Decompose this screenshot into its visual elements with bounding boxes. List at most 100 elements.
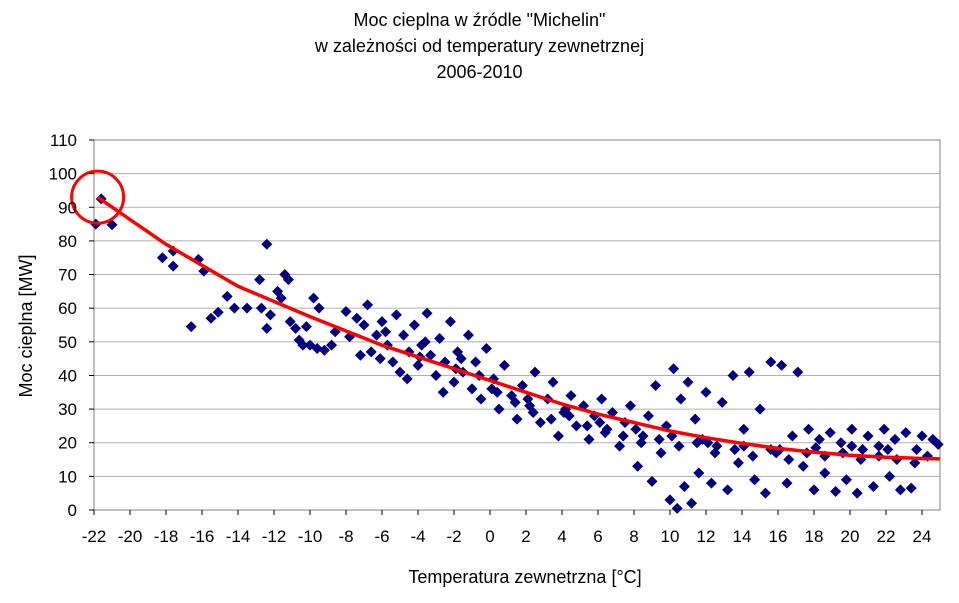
chart-subtitle-years: 2006-2010 <box>436 62 523 82</box>
data-point <box>398 329 410 341</box>
data-point <box>390 309 402 321</box>
data-point <box>786 430 798 442</box>
data-point <box>475 393 487 405</box>
data-point <box>671 502 683 514</box>
data-point <box>594 417 606 429</box>
y-tick-label: 60 <box>58 299 77 318</box>
y-tick-label: 30 <box>58 400 77 419</box>
chart-title-line-2: w zależności od temperatury zewnetrznej <box>314 36 645 56</box>
data-point <box>522 393 534 405</box>
plot-area-border <box>93 139 941 511</box>
data-point <box>911 443 923 455</box>
data-point <box>614 440 626 452</box>
data-point <box>275 292 287 304</box>
data-point <box>421 307 433 319</box>
data-point <box>221 290 233 302</box>
data-point <box>261 238 273 250</box>
y-tick-label: 80 <box>58 232 77 251</box>
data-point <box>297 339 309 351</box>
chart-title-line-1: Moc cieplna w źródle "Michelin" <box>353 10 606 30</box>
data-point <box>412 359 424 371</box>
highlight-circle <box>70 169 126 225</box>
data-point <box>624 400 636 412</box>
data-point <box>867 480 879 492</box>
data-point <box>803 423 815 435</box>
data-point <box>466 383 478 395</box>
data-point <box>326 339 338 351</box>
data-point <box>709 447 721 459</box>
data-point <box>529 366 541 378</box>
data-point <box>462 329 474 341</box>
x-tick-label: 0 <box>485 527 494 546</box>
data-point <box>311 343 323 355</box>
data-point <box>264 309 276 321</box>
y-tick-label: 10 <box>58 467 77 486</box>
data-point <box>635 437 647 449</box>
data-point <box>401 373 413 385</box>
data-point <box>313 302 325 314</box>
data-point <box>547 376 559 388</box>
data-point <box>905 482 917 494</box>
data-point <box>362 299 374 311</box>
x-tick-label: 14 <box>733 527 752 546</box>
data-point <box>889 433 901 445</box>
data-point <box>642 410 654 422</box>
data-point <box>430 369 442 381</box>
data-point <box>300 321 312 333</box>
data-point <box>351 312 363 324</box>
x-tick-label: 20 <box>841 527 860 546</box>
data-point <box>205 312 217 324</box>
x-tick-label: -22 <box>82 527 107 546</box>
data-point <box>759 487 771 499</box>
data-point <box>470 356 482 368</box>
data-point <box>480 343 492 355</box>
data-point <box>509 396 521 408</box>
data-point <box>783 454 795 466</box>
data-point <box>394 366 406 378</box>
data-point <box>819 467 831 479</box>
data-point <box>632 460 644 472</box>
data-point <box>781 477 793 489</box>
data-point <box>419 336 431 348</box>
y-tick-label: 110 <box>50 131 77 150</box>
data-point <box>747 450 759 462</box>
data-point <box>376 316 388 328</box>
data-point <box>552 430 564 442</box>
data-point <box>358 319 370 331</box>
x-tick-label: -6 <box>374 527 389 546</box>
data-point <box>673 440 685 452</box>
data-point <box>570 420 582 432</box>
y-tick-label: 90 <box>58 198 77 217</box>
x-tick-label: -14 <box>226 527 251 546</box>
data-point <box>437 386 449 398</box>
data-point <box>455 353 467 365</box>
data-point <box>380 326 392 338</box>
y-tick-label: 100 <box>49 165 77 184</box>
data-point <box>308 292 320 304</box>
data-point <box>534 417 546 429</box>
x-tick-labels: -22 -20 -18 -16 -14 -12 -10 -8 -6 -4 -2 0 2 4 6 8 10 12 14… <box>82 510 931 546</box>
data-point <box>261 322 273 334</box>
x-tick-label: 8 <box>629 527 638 546</box>
data-point <box>878 423 890 435</box>
x-tick-label: -8 <box>338 527 353 546</box>
x-axis-title: Temperatura zewnetrzna [°C] <box>408 567 641 587</box>
x-tick-label: 16 <box>769 527 788 546</box>
x-tick-label: -20 <box>118 527 143 546</box>
data-point <box>754 403 766 415</box>
data-point <box>318 344 330 356</box>
data-point <box>678 480 690 492</box>
data-point <box>824 427 836 439</box>
data-point <box>371 329 383 341</box>
data-point <box>765 356 777 368</box>
data-point <box>743 366 755 378</box>
data-point <box>408 319 420 331</box>
x-tick-label: -4 <box>410 527 425 546</box>
y-tick-label: 70 <box>58 266 77 285</box>
data-point <box>862 430 874 442</box>
data-point <box>365 346 377 358</box>
data-point <box>686 497 698 509</box>
x-tick-label: 4 <box>557 527 566 546</box>
y-tick-label: 40 <box>58 366 77 385</box>
data-point <box>617 430 629 442</box>
